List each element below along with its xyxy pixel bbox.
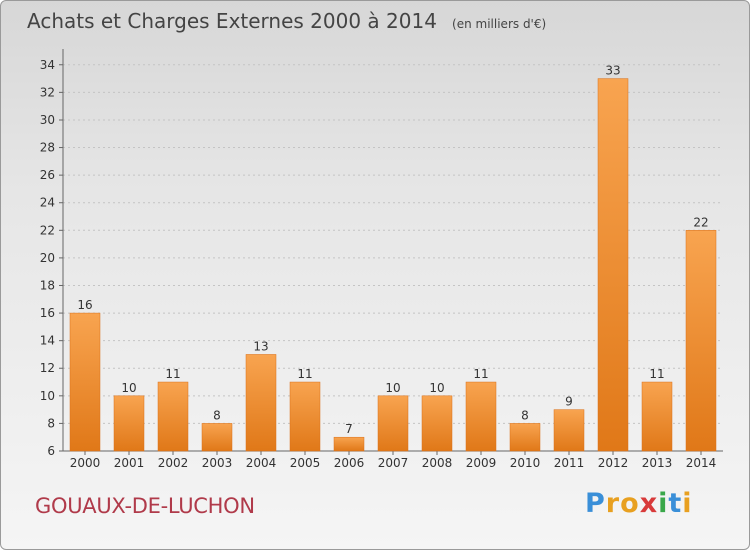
y-tick-labels: 6 8 10 12 14 16 18 20 22 24 26 28 30 32 34 xyxy=(40,58,55,458)
logo-letter: t xyxy=(668,488,683,519)
y-tick-label: 32 xyxy=(40,85,55,99)
bars xyxy=(69,78,717,452)
bar-2007 xyxy=(377,395,409,452)
data-label-2014: 22 xyxy=(693,215,708,229)
proxiti-logo: Proxiti xyxy=(585,488,693,519)
x-tick-label-2000: 2000 xyxy=(70,456,101,470)
y-tick-label: 26 xyxy=(40,168,55,182)
x-tick-label-2004: 2004 xyxy=(246,456,277,470)
bar-2006 xyxy=(333,436,365,452)
data-label-2002: 11 xyxy=(165,367,180,381)
y-tick-label: 14 xyxy=(40,334,55,348)
bar-2013 xyxy=(641,381,673,452)
y-tick-label: 34 xyxy=(40,58,55,72)
data-label-2006: 7 xyxy=(345,422,353,436)
data-label-2011: 9 xyxy=(565,395,573,409)
y-tick-label: 20 xyxy=(40,251,55,265)
x-tick-label-2008: 2008 xyxy=(422,456,453,470)
logo-letter: P xyxy=(585,488,606,519)
bar-2011 xyxy=(553,409,585,452)
x-tick-label-2002: 2002 xyxy=(158,456,189,470)
x-tick-label-2009: 2009 xyxy=(466,456,497,470)
bar-2008 xyxy=(421,395,453,452)
data-label-2004: 13 xyxy=(253,339,268,353)
x-tick-label-2011: 2011 xyxy=(554,456,585,470)
chart-title-unit: (en milliers d'€) xyxy=(452,17,546,31)
bar-2001 xyxy=(113,395,145,452)
logo-letter: i xyxy=(682,488,693,519)
data-label-2012: 33 xyxy=(605,64,620,78)
x-tick-label-2012: 2012 xyxy=(598,456,629,470)
y-tick-label: 22 xyxy=(40,223,55,237)
bar-2014 xyxy=(685,230,717,452)
x-tick-label-2003: 2003 xyxy=(202,456,233,470)
y-tick-label: 28 xyxy=(40,141,55,155)
data-label-2003: 8 xyxy=(213,408,221,422)
chart-title-main: Achats et Charges Externes 2000 à 2014 xyxy=(27,9,437,33)
y-tick-label: 18 xyxy=(40,278,55,292)
bar-2005 xyxy=(289,381,321,452)
x-tick-label-2001: 2001 xyxy=(114,456,145,470)
data-label-2010: 8 xyxy=(521,408,529,422)
y-tick-label: 16 xyxy=(40,306,55,320)
x-tick-label-2007: 2007 xyxy=(378,456,409,470)
bar-2002 xyxy=(157,381,189,452)
data-labels: 16 10 11 8 13 11 7 10 10 11 8 9 33 11 22 xyxy=(77,64,708,437)
logo-letter: r xyxy=(605,488,621,519)
y-tick-label: 12 xyxy=(40,361,55,375)
x-tick-labels: 2000 2001 2002 2003 2004 2005 2006 2007 2008 2009… xyxy=(70,456,717,470)
y-tick-label: 24 xyxy=(40,196,55,210)
logo-letter: x xyxy=(639,488,659,519)
y-tick-label: 6 xyxy=(47,444,55,458)
data-label-2001: 10 xyxy=(121,381,136,395)
x-tick-label-2010: 2010 xyxy=(510,456,541,470)
data-label-2007: 10 xyxy=(385,381,400,395)
data-label-2008: 10 xyxy=(429,381,444,395)
bar-2000 xyxy=(69,312,101,452)
bar-2003 xyxy=(201,423,233,452)
chart-title: Achats et Charges Externes 2000 à 2014 (… xyxy=(27,9,546,33)
logo-letter: o xyxy=(620,488,640,519)
y-tick-label: 30 xyxy=(40,113,55,127)
commune-name: GOUAUX-DE-LUCHON xyxy=(35,494,255,518)
x-tick-label-2014: 2014 xyxy=(686,456,717,470)
x-tick-label-2005: 2005 xyxy=(290,456,321,470)
y-tick-label: 10 xyxy=(40,389,55,403)
bar-2004 xyxy=(245,354,277,452)
x-tick-label-2006: 2006 xyxy=(334,456,365,470)
bar-2010 xyxy=(509,423,541,452)
data-label-2009: 11 xyxy=(473,367,488,381)
bar-2009 xyxy=(465,381,497,452)
logo-letter: i xyxy=(658,488,669,519)
bar-2012 xyxy=(597,78,629,452)
data-label-2013: 11 xyxy=(649,367,664,381)
x-tick-label-2013: 2013 xyxy=(642,456,673,470)
data-label-2000: 16 xyxy=(77,298,92,312)
y-tick-label: 8 xyxy=(47,416,55,430)
data-label-2005: 11 xyxy=(297,367,312,381)
